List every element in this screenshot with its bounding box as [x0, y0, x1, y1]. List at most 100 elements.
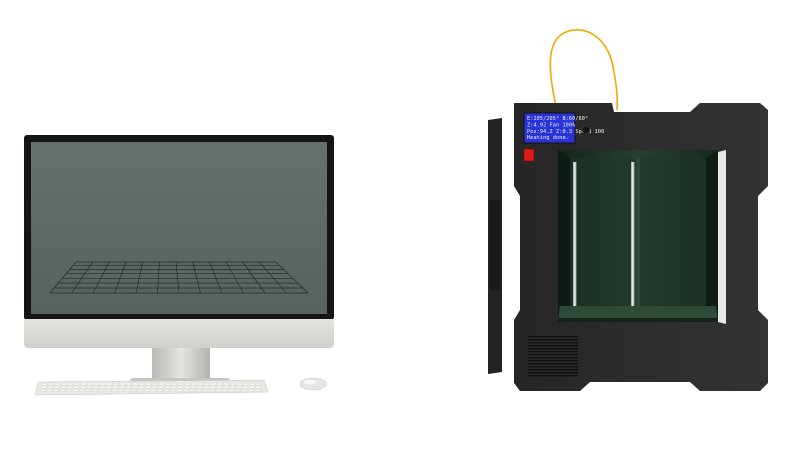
- keyboard-key[interactable]: [235, 389, 241, 392]
- keyboard-key[interactable]: [53, 389, 59, 392]
- keyboard-key[interactable]: [249, 382, 256, 386]
- keyboard-key[interactable]: [72, 389, 79, 392]
- keyboard-key[interactable]: [176, 389, 183, 392]
- keyboard-key[interactable]: [139, 382, 145, 386]
- keyboard-key[interactable]: [87, 382, 93, 386]
- keyboard-key[interactable]: [178, 382, 184, 386]
- keyboard-key[interactable]: [242, 385, 249, 389]
- keyboard-key[interactable]: [183, 389, 189, 392]
- power-button[interactable]: [523, 148, 535, 162]
- keyboard-key[interactable]: [216, 385, 223, 389]
- keyboard-key[interactable]: [86, 385, 93, 389]
- keyboard-key[interactable]: [255, 385, 262, 389]
- keyboard-key[interactable]: [152, 382, 158, 386]
- keyboard-key[interactable]: [196, 389, 202, 392]
- keyboard-key[interactable]: [99, 385, 106, 389]
- keyboard-key[interactable]: [151, 385, 158, 389]
- keyboard-key[interactable]: [230, 382, 236, 386]
- keyboard-key[interactable]: [171, 382, 178, 386]
- keyboard-key[interactable]: [80, 382, 87, 386]
- keyboard-key[interactable]: [85, 389, 92, 392]
- keyboard-key[interactable]: [59, 389, 66, 392]
- keyboard-key[interactable]: [66, 389, 72, 392]
- keyboard-key[interactable]: [54, 385, 60, 389]
- keyboard-key[interactable]: [118, 385, 125, 389]
- keyboard-key[interactable]: [105, 389, 111, 392]
- keyboard-key[interactable]: [209, 385, 216, 389]
- keyboard-key[interactable]: [222, 385, 229, 389]
- keyboard-key[interactable]: [74, 382, 80, 386]
- keyboard-key[interactable]: [105, 385, 112, 389]
- keyboard-key[interactable]: [40, 389, 46, 392]
- keyboard-key[interactable]: [67, 382, 74, 386]
- keyboard-key[interactable]: [209, 389, 215, 392]
- keyboard-key[interactable]: [138, 385, 145, 389]
- keyboard-key[interactable]: [119, 382, 126, 386]
- keyboard-key[interactable]: [163, 389, 170, 392]
- keyboard-key[interactable]: [113, 382, 119, 386]
- keyboard-key[interactable]: [79, 389, 85, 392]
- keyboard-key[interactable]: [125, 385, 132, 389]
- keyboard-key[interactable]: [189, 389, 196, 392]
- keyboard-key[interactable]: [124, 389, 131, 392]
- keyboard-key[interactable]: [164, 385, 171, 389]
- keyboard-key[interactable]: [73, 385, 80, 389]
- keyboard-key[interactable]: [150, 389, 157, 392]
- keyboard-key[interactable]: [118, 389, 124, 392]
- keyboard-key[interactable]: [184, 382, 191, 386]
- keyboard-key[interactable]: [248, 389, 254, 392]
- keyboard-key[interactable]: [235, 385, 242, 389]
- keyboard-key[interactable]: [41, 385, 47, 389]
- keyboard-key[interactable]: [190, 385, 197, 389]
- keyboard-key[interactable]: [61, 382, 67, 386]
- keyboard-key[interactable]: [191, 382, 197, 386]
- keyboard-key[interactable]: [54, 382, 61, 386]
- keyboard-key[interactable]: [202, 389, 209, 392]
- keyboard-key[interactable]: [196, 385, 203, 389]
- keyboard[interactable]: [34, 379, 269, 396]
- keyboard-key[interactable]: [183, 385, 190, 389]
- keyboard-key[interactable]: [144, 385, 151, 389]
- keyboard-key[interactable]: [197, 382, 204, 386]
- keyboard-key[interactable]: [229, 385, 236, 389]
- keyboard-key[interactable]: [256, 382, 262, 386]
- keyboard-key[interactable]: [48, 382, 54, 386]
- keyboard-key[interactable]: [106, 382, 113, 386]
- keyboard-key[interactable]: [100, 382, 106, 386]
- keyboard-key[interactable]: [204, 382, 210, 386]
- keyboard-key[interactable]: [157, 389, 163, 392]
- keyboard-key[interactable]: [165, 382, 171, 386]
- keyboard-key[interactable]: [228, 389, 235, 392]
- keyboard-key[interactable]: [46, 389, 53, 392]
- keyboard-key[interactable]: [98, 389, 105, 392]
- keyboard-key[interactable]: [177, 385, 184, 389]
- keyboard-key[interactable]: [241, 389, 248, 392]
- keyboard-key[interactable]: [144, 389, 150, 392]
- keyboard-key[interactable]: [93, 382, 100, 386]
- keyboard-key[interactable]: [158, 382, 165, 386]
- keyboard-key[interactable]: [92, 389, 98, 392]
- keyboard-key[interactable]: [66, 385, 73, 389]
- keyboard-key[interactable]: [210, 382, 217, 386]
- control-knob[interactable]: [581, 125, 591, 135]
- keyboard-key[interactable]: [137, 389, 144, 392]
- keyboard-key[interactable]: [145, 382, 152, 386]
- mouse[interactable]: [299, 377, 327, 391]
- keyboard-key[interactable]: [170, 385, 177, 389]
- keyboard-key[interactable]: [131, 389, 137, 392]
- keyboard-key[interactable]: [112, 385, 119, 389]
- keyboard-key[interactable]: [236, 382, 243, 386]
- keyboard-key[interactable]: [126, 382, 132, 386]
- keyboard-key[interactable]: [111, 389, 118, 392]
- keyboard-key[interactable]: [203, 385, 210, 389]
- keyboard-key[interactable]: [157, 385, 164, 389]
- keyboard-key[interactable]: [79, 385, 86, 389]
- keyboard-key[interactable]: [222, 389, 228, 392]
- keyboard-key[interactable]: [60, 385, 67, 389]
- keyboard-key[interactable]: [47, 385, 54, 389]
- keyboard-key[interactable]: [217, 382, 223, 386]
- keyboard-key[interactable]: [132, 382, 139, 386]
- keyboard-key[interactable]: [131, 385, 138, 389]
- keyboard-key[interactable]: [170, 389, 176, 392]
- keyboard-key[interactable]: [243, 382, 249, 386]
